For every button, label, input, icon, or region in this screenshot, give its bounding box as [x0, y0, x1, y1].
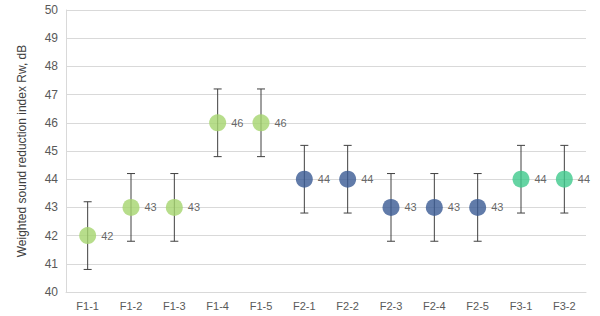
svg-text:44: 44 [45, 172, 59, 186]
svg-text:F1-1: F1-1 [76, 300, 99, 312]
svg-text:43: 43 [448, 201, 460, 213]
svg-text:44: 44 [361, 173, 373, 185]
svg-text:43: 43 [145, 201, 157, 213]
svg-text:40: 40 [45, 285, 59, 299]
svg-text:46: 46 [231, 117, 243, 129]
svg-text:46: 46 [45, 116, 59, 130]
svg-text:47: 47 [45, 88, 59, 102]
svg-text:49: 49 [45, 31, 59, 45]
svg-text:F1-4: F1-4 [206, 300, 229, 312]
svg-text:F2-2: F2-2 [336, 300, 359, 312]
svg-text:F3-2: F3-2 [553, 300, 576, 312]
svg-text:42: 42 [101, 230, 113, 242]
svg-text:F2-5: F2-5 [466, 300, 489, 312]
svg-text:44: 44 [578, 173, 590, 185]
svg-text:F1-2: F1-2 [120, 300, 143, 312]
svg-text:43: 43 [45, 200, 59, 214]
svg-text:F1-5: F1-5 [250, 300, 273, 312]
svg-text:F2-3: F2-3 [380, 300, 403, 312]
svg-text:Weighted sound reduction index: Weighted sound reduction index Rw, dB [15, 45, 29, 258]
svg-text:43: 43 [188, 201, 200, 213]
svg-text:43: 43 [491, 201, 503, 213]
svg-text:42: 42 [45, 229, 59, 243]
svg-text:48: 48 [45, 59, 59, 73]
svg-text:50: 50 [45, 3, 59, 17]
svg-text:43: 43 [405, 201, 417, 213]
svg-text:F2-4: F2-4 [423, 300, 446, 312]
svg-text:F2-1: F2-1 [293, 300, 316, 312]
svg-text:44: 44 [318, 173, 330, 185]
svg-text:45: 45 [45, 144, 59, 158]
svg-text:46: 46 [275, 117, 287, 129]
svg-text:44: 44 [535, 173, 547, 185]
svg-text:41: 41 [45, 257, 59, 271]
svg-text:F3-1: F3-1 [510, 300, 533, 312]
svg-text:F1-3: F1-3 [163, 300, 186, 312]
